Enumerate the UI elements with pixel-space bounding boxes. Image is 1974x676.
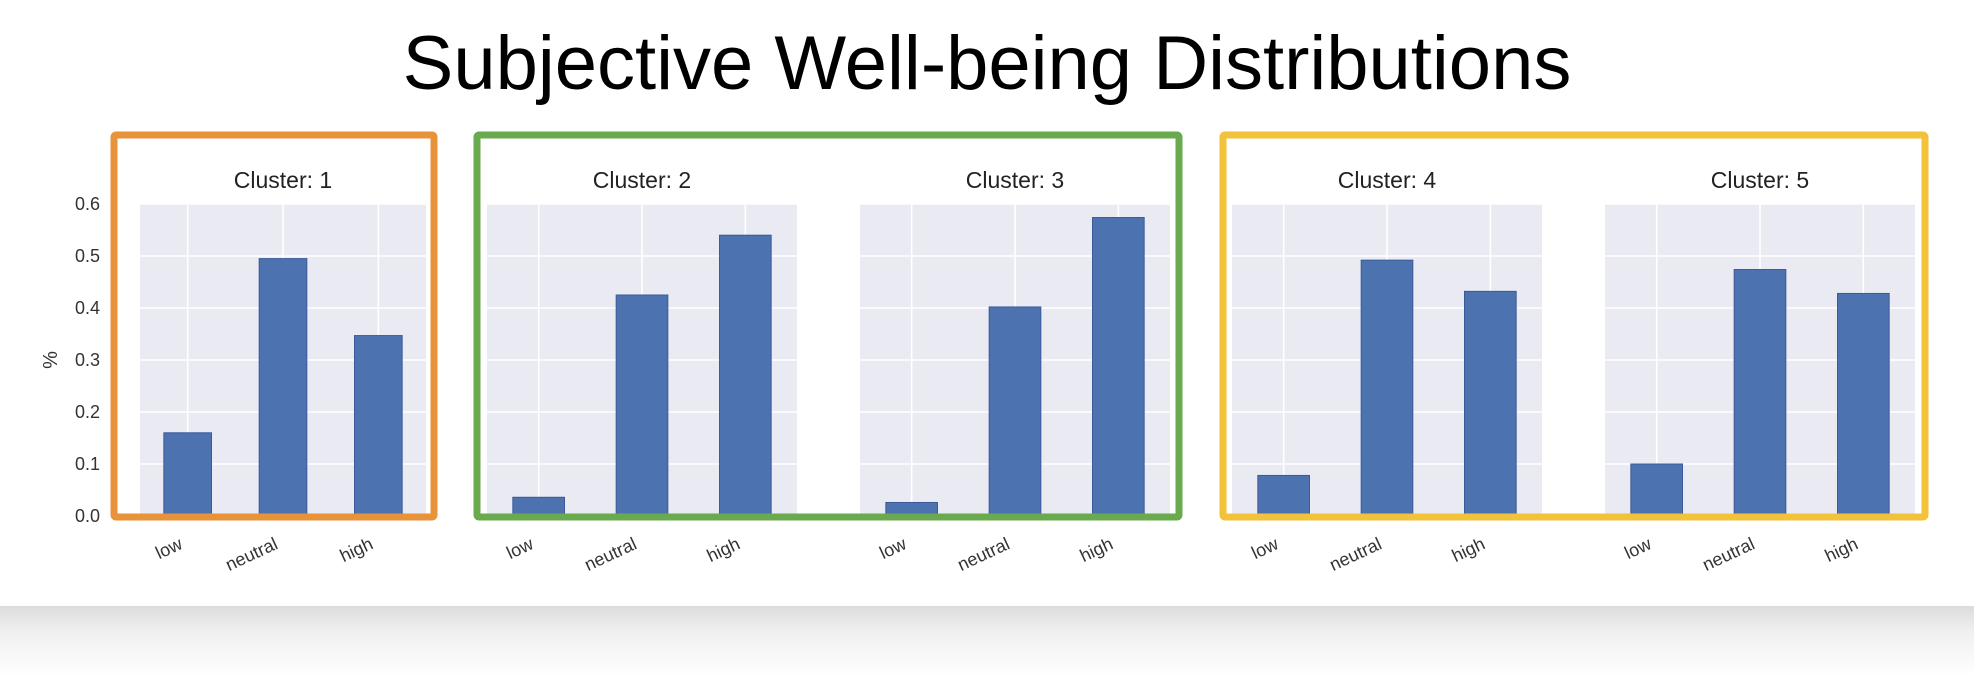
x-tick-label: high xyxy=(1449,533,1488,566)
y-tick-label: 0.0 xyxy=(75,506,100,526)
cluster-group-1-frame xyxy=(110,131,438,521)
bar-high xyxy=(1092,217,1145,517)
y-axis-label: % xyxy=(40,351,62,369)
x-tick-label: neutral xyxy=(581,533,639,574)
bar-neutral xyxy=(1360,259,1414,517)
bar-neutral xyxy=(1733,269,1787,517)
x-tick-label: low xyxy=(876,533,910,563)
panel-title: Cluster: 2 xyxy=(593,167,691,193)
x-tick-label: neutral xyxy=(1699,533,1757,574)
x-tick-label: neutral xyxy=(954,533,1012,574)
bar-low xyxy=(163,432,212,517)
bar-neutral xyxy=(258,258,308,517)
bar-high xyxy=(1464,290,1517,517)
x-tick-label: high xyxy=(704,533,743,566)
x-tick-label: high xyxy=(1822,533,1861,566)
page-title: Subjective Well-being Distributions xyxy=(402,21,1572,106)
panel-title: Cluster: 5 xyxy=(1711,167,1809,193)
x-tick-label: high xyxy=(1077,533,1116,566)
bar-neutral xyxy=(615,294,669,517)
bar-low xyxy=(1257,474,1311,517)
panel-title: Cluster: 3 xyxy=(966,167,1064,193)
cluster-group-3-frame xyxy=(1219,131,1929,521)
x-tick-label: low xyxy=(1621,533,1655,563)
y-tick-label: 0.1 xyxy=(75,454,100,474)
bar-high xyxy=(719,234,772,517)
bar-low xyxy=(512,496,565,517)
slide: Subjective Well-being Distributions Clus… xyxy=(40,21,1929,575)
y-tick-label: 0.2 xyxy=(75,402,100,422)
bar-low xyxy=(1630,463,1684,517)
slide-shadow xyxy=(0,606,1974,676)
y-tick-label: 0.3 xyxy=(75,350,100,370)
y-tick-label: 0.4 xyxy=(75,298,100,318)
x-tick-label: neutral xyxy=(222,533,280,574)
x-tick-label: neutral xyxy=(1326,533,1384,574)
bar-high xyxy=(1837,292,1890,517)
x-tick-label: low xyxy=(152,533,186,563)
x-tick-label: high xyxy=(337,533,376,566)
y-tick-label: 0.5 xyxy=(75,246,100,266)
cluster-group-2-frame xyxy=(473,131,1183,521)
y-tick-label: 0.6 xyxy=(75,194,100,214)
cluster-charts: Cluster: 1 low neutral high 0.0 0.1 0.2 0.3 0.4 0… xyxy=(40,131,1929,575)
bar-neutral xyxy=(988,306,1042,517)
x-tick-label: low xyxy=(503,533,537,563)
panel-title: Cluster: 4 xyxy=(1338,167,1437,193)
x-tick-label: low xyxy=(1248,533,1282,563)
bar-high xyxy=(354,335,403,517)
panel-title: Cluster: 1 xyxy=(234,167,332,193)
